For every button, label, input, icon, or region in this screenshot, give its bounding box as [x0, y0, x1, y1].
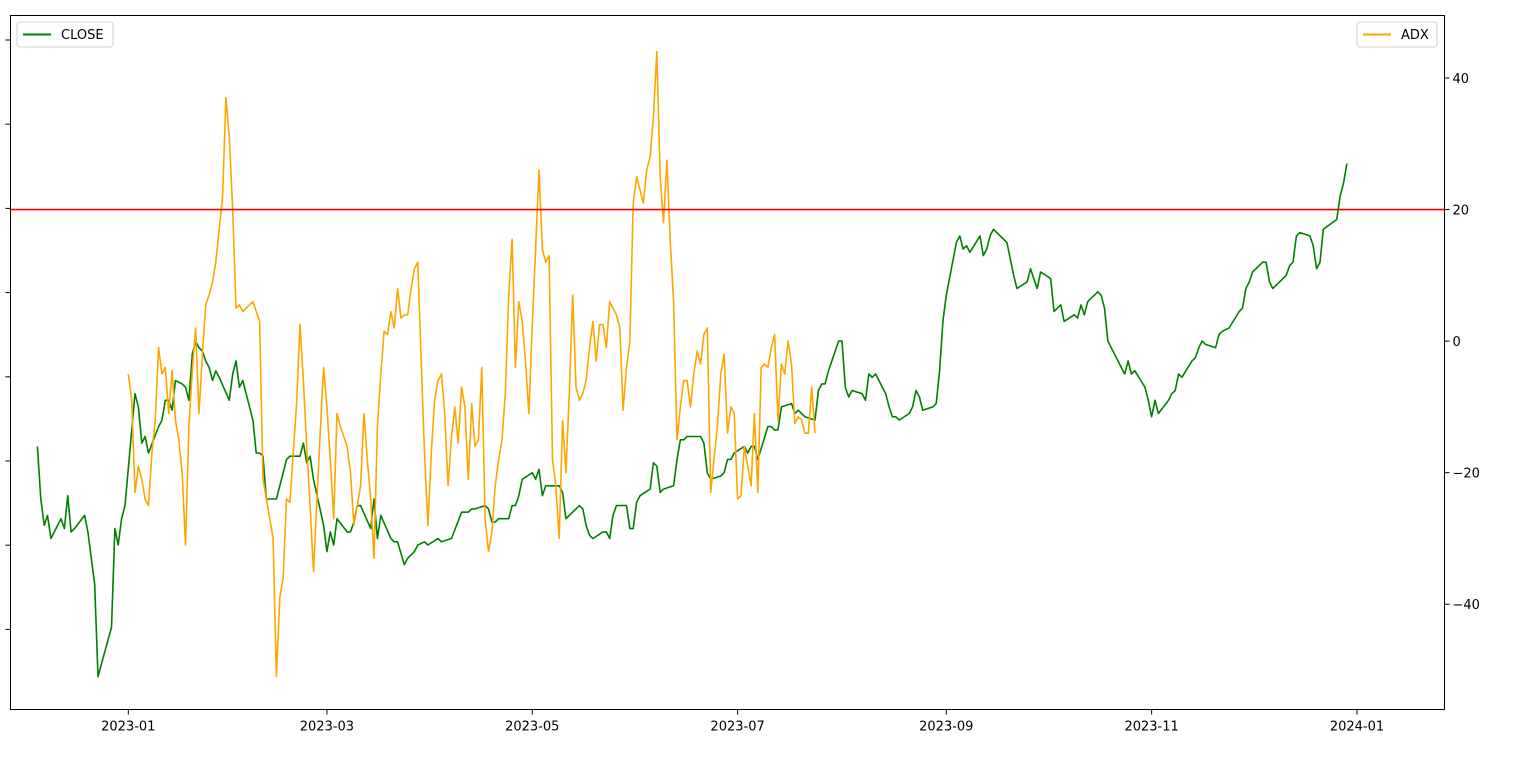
legend-adx-label: ADX — [1401, 28, 1429, 43]
x-tick-label: 2023-07 — [710, 720, 764, 735]
right-tick-label: −40 — [1453, 598, 1480, 613]
right-tick-label: 20 — [1453, 204, 1470, 219]
right-axis: −40 −20 0 20 40 — [1444, 72, 1480, 613]
series-line-close — [36, 163, 1348, 678]
x-tick-label: 2023-09 — [919, 720, 973, 735]
right-tick-label: 40 — [1453, 72, 1470, 87]
right-tick-label: −20 — [1453, 467, 1480, 482]
x-tick-label: 2023-03 — [300, 720, 354, 735]
x-tick-label: 2023-11 — [1124, 720, 1178, 735]
legend-adx: ADX — [1356, 21, 1438, 48]
x-tick-label: 2024-01 — [1330, 720, 1384, 735]
legend-close: CLOSE — [16, 21, 114, 48]
x-axis: 2023-01 2023-03 2023-05 2023-07 2023-09 2023-… — [101, 709, 1384, 735]
x-tick-label: 2023-05 — [505, 720, 559, 735]
right-tick-label: 0 — [1453, 335, 1461, 350]
series-line-adx — [127, 50, 816, 678]
left-axis — [5, 39, 11, 630]
plot-lines — [36, 50, 1348, 678]
legend-close-box — [16, 21, 114, 48]
legend-adx-box — [1356, 21, 1438, 48]
legend-close-label: CLOSE — [61, 28, 104, 43]
x-tick-label: 2023-01 — [101, 720, 155, 735]
plot-frame — [10, 15, 1445, 710]
